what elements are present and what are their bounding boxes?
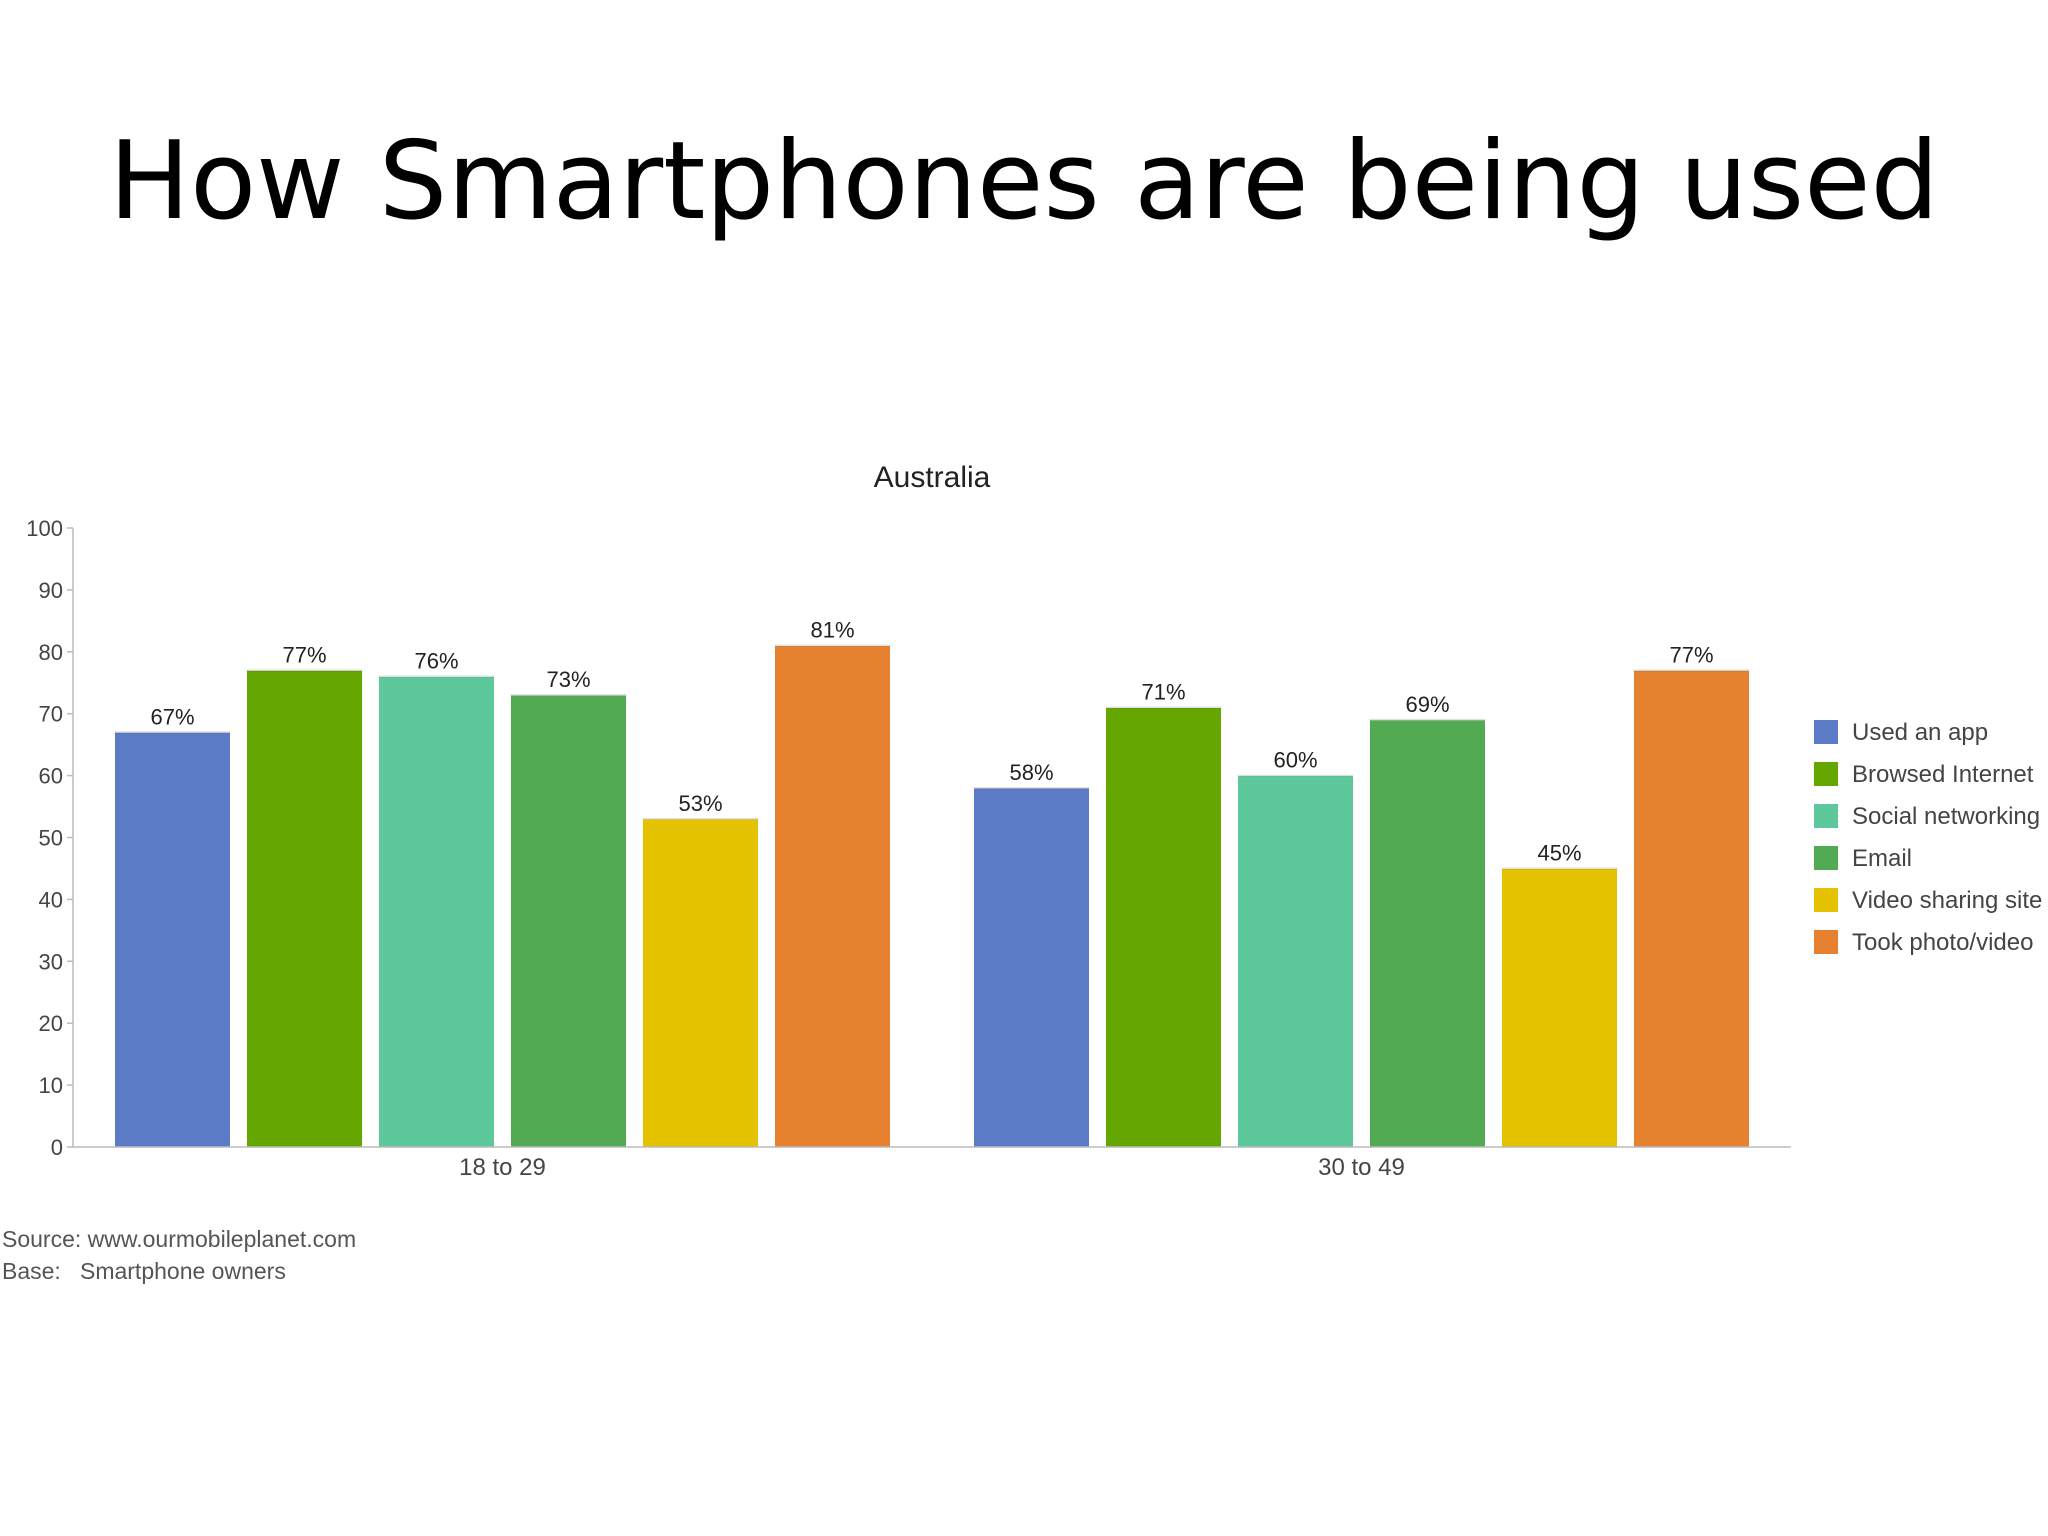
bar: [973, 787, 1090, 1148]
y-tick-label: 100: [26, 516, 63, 541]
legend-label: Used an app: [1852, 719, 1988, 746]
y-tick-label: 0: [51, 1135, 63, 1160]
bar: [1501, 867, 1618, 1148]
data-label: 53%: [678, 791, 722, 816]
y-tick-label: 10: [39, 1073, 63, 1098]
y-tick-label: 20: [39, 1011, 63, 1036]
bar: [246, 669, 363, 1148]
data-label: 76%: [414, 649, 458, 674]
y-tick-label: 60: [39, 764, 63, 789]
bar: [1105, 707, 1222, 1148]
bar-chart: Australia 0 10 20 30 40 50 60 70 80 90 100 67% 77% 7…: [26, 461, 2042, 1181]
source-note: Source: www.ourmobileplanet.com: [2, 1226, 357, 1252]
bar: [1633, 669, 1750, 1148]
bar: [1369, 719, 1486, 1148]
data-label: 71%: [1141, 680, 1185, 705]
legend-swatch: [1814, 720, 1838, 744]
bars-group: 67% 77% 76% 73% 53% 81% 58% 71% 60% 69% 45% 77%: [114, 618, 1750, 1148]
bar: [378, 676, 495, 1148]
legend-label: Took photo/video: [1852, 929, 2033, 956]
data-label: 73%: [546, 667, 590, 692]
bar: [510, 694, 627, 1148]
bar: [1237, 775, 1354, 1148]
legend-label: Email: [1852, 845, 1912, 872]
y-axis: 0 10 20 30 40 50 60 70 80 90 100: [26, 516, 74, 1160]
y-tick-label: 30: [39, 949, 63, 974]
x-category-label: 30 to 49: [1318, 1154, 1405, 1181]
slide-title: How Smartphones are being used: [108, 119, 1940, 244]
legend-swatch: [1814, 804, 1838, 828]
legend-swatch: [1814, 930, 1838, 954]
legend-swatch: [1814, 888, 1838, 912]
y-tick-label: 80: [39, 640, 63, 665]
data-label: 58%: [1009, 760, 1053, 785]
base-note: Base: Smartphone owners: [2, 1258, 286, 1284]
x-category-label: 18 to 29: [459, 1154, 546, 1181]
y-tick-label: 50: [39, 826, 63, 851]
y-tick-label: 70: [39, 702, 63, 727]
legend-swatch: [1814, 762, 1838, 786]
legend-label: Video sharing site: [1852, 887, 2042, 914]
legend-label: Social networking: [1852, 803, 2040, 830]
data-label: 69%: [1405, 692, 1449, 717]
chart-title: Australia: [874, 461, 991, 494]
legend-swatch: [1814, 846, 1838, 870]
legend-label: Browsed Internet: [1852, 761, 2034, 788]
bar: [114, 731, 231, 1148]
data-label: 60%: [1273, 748, 1317, 773]
chart-legend: Used an app Browsed Internet Social networ…: [1814, 719, 2042, 956]
y-tick-label: 90: [39, 578, 63, 603]
data-label: 67%: [150, 704, 194, 729]
data-label: 45%: [1537, 840, 1581, 865]
bar: [774, 645, 891, 1148]
data-label: 77%: [282, 642, 326, 667]
data-label: 81%: [810, 618, 854, 643]
bar: [642, 818, 759, 1148]
data-label: 77%: [1669, 642, 1713, 667]
x-axis: 18 to 29 30 to 49: [73, 1146, 1791, 1181]
y-tick-label: 40: [39, 887, 63, 912]
